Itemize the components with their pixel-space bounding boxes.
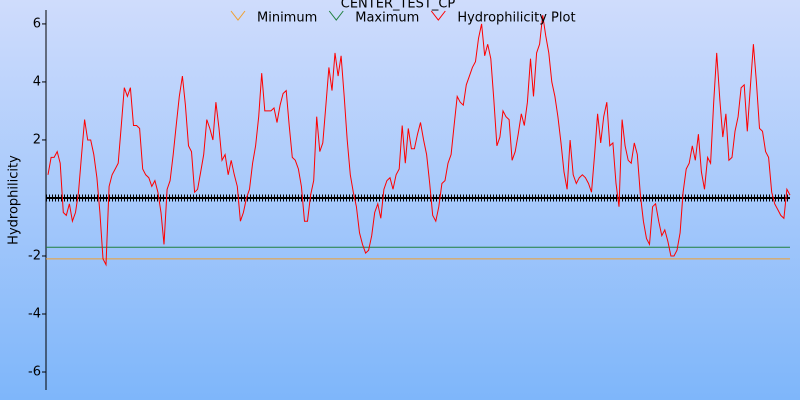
legend-label: Hydrophilicity Plot: [457, 11, 575, 26]
y-tick-label: -2: [28, 248, 41, 263]
y-tick-label: 2: [33, 132, 41, 147]
series-line: [47, 15, 791, 267]
legend-icon: [430, 10, 446, 21]
legend-label: Minimum: [257, 11, 317, 26]
y-tick-label: 6: [33, 16, 41, 31]
y-axis-label: Hydrophilicity: [7, 155, 22, 245]
chart-title: CENTER_TEST_CP: [341, 0, 456, 12]
legend-label: Maximum: [355, 11, 419, 26]
y-tick-label: -6: [28, 365, 41, 380]
y-tick-label: -4: [28, 307, 41, 322]
legend-icon: [328, 10, 344, 21]
y-tick-label: 4: [33, 74, 41, 89]
legend-icon: [230, 10, 246, 21]
